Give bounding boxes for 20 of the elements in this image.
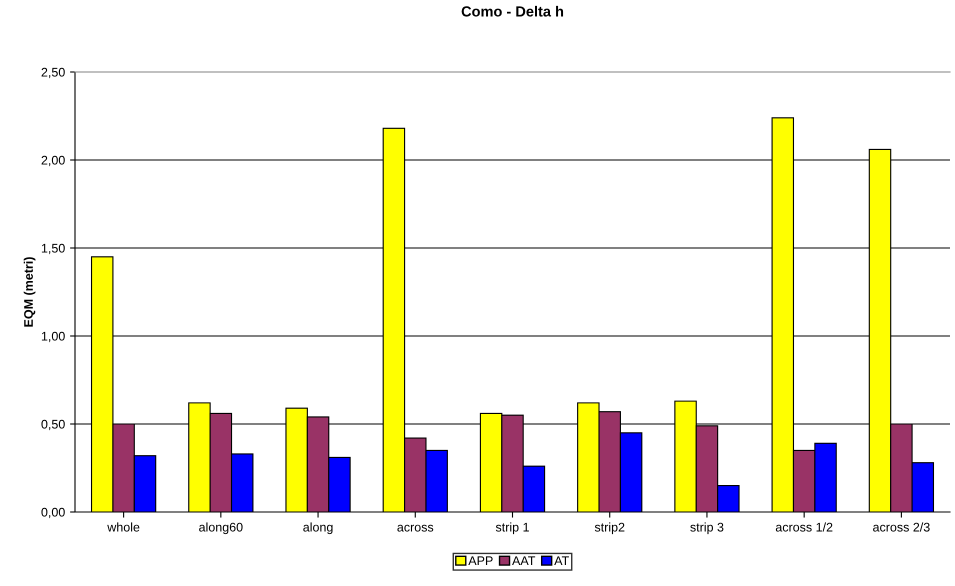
x-tick-label: along [303,522,333,534]
x-tick-label: across 2/3 [873,522,930,532]
y-tick-label: 2,00 [42,156,65,166]
x-tick-label: strip2 [594,522,624,534]
y-tick-label: 2,50 [42,68,65,78]
y-tick-label: 0,50 [41,420,65,430]
legend-label: AAT [512,556,536,566]
y-tick-label: 1,00 [42,332,65,342]
x-tick-label: strip 3 [690,522,724,534]
y-tick-label: 0,00 [41,508,65,518]
x-tick-label: across 1/2 [776,522,832,532]
x-tick-label: whole [107,522,140,532]
x-tick-label: along60 [199,522,243,534]
chart-title: Como - Delta h [462,6,564,17]
legend-label: AT [554,556,569,566]
y-tick-label: 1,50 [42,244,65,254]
x-tick-label: across [397,524,434,532]
legend-label: APP [468,556,493,566]
x-tick-label: strip 1 [496,522,529,534]
y-axis-title: EQM (metri) [24,257,36,327]
